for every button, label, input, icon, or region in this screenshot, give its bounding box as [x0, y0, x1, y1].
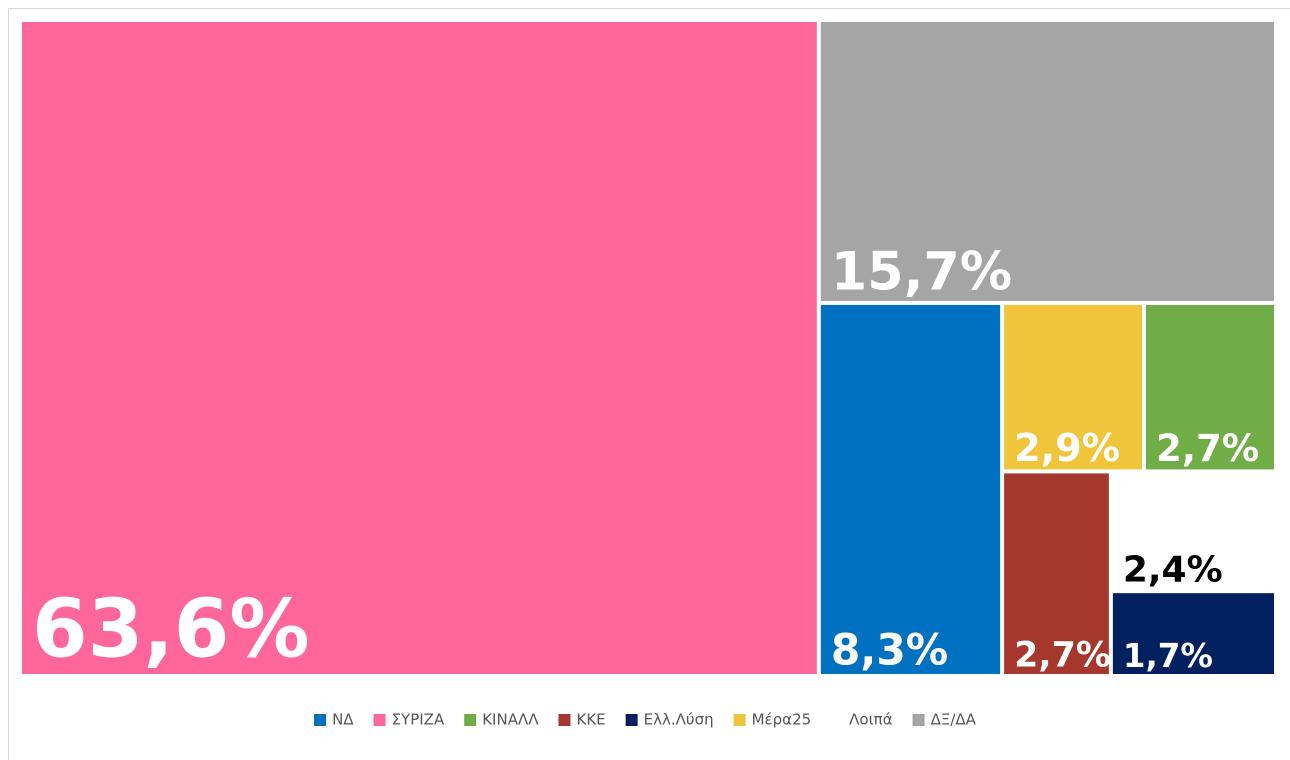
legend-label: ΚΚΕ — [576, 711, 605, 729]
legend-label: Ελλ.Λύση — [644, 711, 714, 729]
legend-marker — [733, 714, 746, 726]
tile — [1004, 473, 1109, 674]
legend: ΝΔ ΣΥΡΙΖΑ ΚΙΝΑΛΛ ΚΚΕ Ελλ.Λύση Μέρα25 Λοιπά ΔΞ/Δ… — [314, 711, 977, 729]
tile — [1004, 304, 1142, 470]
data-label: 2,7% — [1014, 635, 1111, 675]
legend-label: ΔΞ/ΔΑ — [931, 711, 977, 729]
legend-marker — [831, 714, 844, 726]
legend-marker — [912, 714, 925, 726]
legend-label: ΣΥΡΙΖΑ — [392, 711, 445, 729]
data-label: 1,7% — [1123, 637, 1213, 675]
legend-label: ΚΙΝΑΛΛ — [482, 711, 539, 729]
data-label: 8,3% — [831, 626, 948, 675]
legend-marker — [373, 714, 386, 726]
legend-marker — [464, 714, 477, 726]
legend-label: ΝΔ — [332, 711, 354, 729]
legend-label: Λοιπά — [849, 711, 893, 729]
data-label: 2,9% — [1014, 427, 1120, 471]
data-label: 15,7% — [831, 241, 1012, 302]
legend-marker — [314, 714, 327, 726]
data-label: 2,7% — [1156, 426, 1259, 470]
tile — [22, 22, 817, 674]
legend-marker — [625, 714, 638, 726]
legend-label: Μέρα25 — [752, 711, 812, 729]
legend-marker — [558, 714, 571, 726]
data-label: 2,4% — [1123, 549, 1223, 590]
tile — [1112, 593, 1274, 674]
tile — [1145, 304, 1274, 470]
tile — [1112, 473, 1274, 590]
data-label: 63,6% — [32, 582, 310, 675]
tile — [820, 22, 1274, 301]
tile — [820, 304, 1001, 674]
